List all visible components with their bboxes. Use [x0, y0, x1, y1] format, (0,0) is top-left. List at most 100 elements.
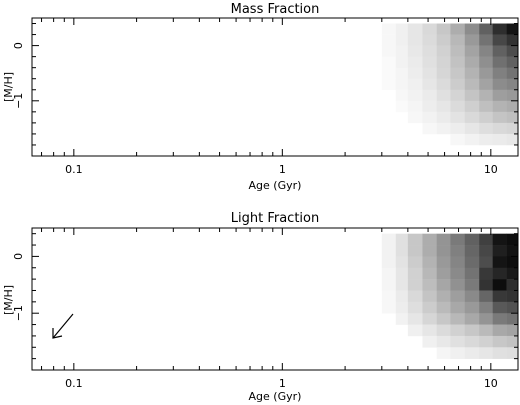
y-tick-label: −1 [12, 305, 25, 321]
heatmap-cell [506, 23, 519, 35]
heatmap-cell [407, 23, 423, 35]
heatmap-cell [436, 122, 451, 135]
heatmap-cell [506, 133, 519, 146]
heatmap-cell [464, 347, 480, 359]
heatmap-cell [492, 78, 507, 91]
heatmap-cell [407, 245, 423, 257]
heatmap-cell [407, 233, 423, 246]
heatmap-cell [407, 267, 423, 280]
heatmap-cell [381, 56, 397, 68]
heatmap-cell [506, 324, 519, 337]
heatmap-cell [436, 324, 451, 337]
heatmap-cell [479, 233, 493, 246]
heatmap-cell [479, 290, 493, 303]
heatmap-cell [422, 256, 437, 269]
heatmap-cell [395, 67, 409, 80]
heatmap-cell [492, 111, 507, 124]
heatmap-cell [464, 78, 480, 91]
light-fraction-heatmap [381, 233, 519, 359]
heatmap-cell [450, 267, 466, 280]
heatmap-cell [450, 100, 466, 113]
heatmap-cell [436, 290, 451, 303]
x-tick-label: 10 [484, 377, 498, 390]
heatmap-cell [506, 111, 519, 124]
heatmap-cell [492, 290, 507, 303]
mass-fraction-y-axis-label: [M/H] [2, 72, 15, 102]
heatmap-cell [395, 245, 409, 257]
heatmap-cell [479, 324, 493, 337]
heatmap-cell [395, 313, 409, 325]
heatmap-cell [506, 267, 519, 280]
heatmap-cell [506, 56, 519, 68]
heatmap-cell [422, 267, 437, 280]
heatmap-cell [492, 256, 507, 269]
heatmap-cell [450, 279, 466, 291]
heatmap-cell [436, 23, 451, 35]
heatmap-cell [436, 335, 451, 348]
heatmap-cell [436, 45, 451, 57]
heatmap-cell [450, 347, 466, 359]
heatmap-cell [450, 301, 466, 314]
heatmap-cell [450, 34, 466, 46]
heatmap-cell [422, 89, 437, 102]
heatmap-cell [422, 78, 437, 91]
heatmap-cell [450, 233, 466, 246]
heatmap-cell [506, 335, 519, 348]
mass-fraction-x-ticks: 0.1 1 10 [41, 18, 498, 176]
heatmap-cell [422, 67, 437, 80]
heatmap-cell [479, 34, 493, 46]
x-tick-label: 1 [279, 377, 286, 390]
heatmap-cell [436, 100, 451, 113]
heatmap-cell [407, 45, 423, 57]
heatmap-cell [464, 256, 480, 269]
heatmap-cell [479, 313, 493, 325]
heatmap-cell [464, 122, 480, 135]
heatmap-cell [464, 290, 480, 303]
heatmap-cell [450, 89, 466, 102]
heatmap-cell [492, 56, 507, 68]
heatmap-cell [395, 89, 409, 102]
heatmap-cell [464, 111, 480, 124]
heatmap-cell [450, 111, 466, 124]
heatmap-cell [450, 78, 466, 91]
heatmap-cell [422, 111, 437, 124]
heatmap-cell [407, 111, 423, 124]
heatmap-cell [436, 56, 451, 68]
heatmap-cell [506, 78, 519, 91]
x-tick-label: 0.1 [65, 377, 83, 390]
x-tick-label: 10 [484, 163, 498, 176]
heatmap-cell [492, 133, 507, 146]
heatmap-cell [381, 23, 397, 35]
heatmap-cell [395, 45, 409, 57]
heatmap-cell [450, 256, 466, 269]
heatmap-cell [492, 279, 507, 291]
heatmap-cell [506, 347, 519, 359]
heatmap-cell [450, 122, 466, 135]
heatmap-cell [492, 267, 507, 280]
heatmap-cell [436, 313, 451, 325]
heatmap-cell [492, 45, 507, 57]
heatmap-cell [450, 335, 466, 348]
heatmap-cell [422, 301, 437, 314]
heatmap-cell [422, 56, 437, 68]
y-tick-label: 0 [12, 42, 25, 49]
heatmap-cell [506, 122, 519, 135]
mass-fraction-panel: 0.1 1 10 0 −1 Mass Fraction Age (Gyr) [M/H] [2, 2, 519, 192]
heatmap-cell [395, 34, 409, 46]
heatmap-cell [395, 78, 409, 91]
heatmap-cell [492, 347, 507, 359]
heatmap-cell [506, 34, 519, 46]
heatmap-cell [436, 34, 451, 46]
heatmap-cell [479, 89, 493, 102]
heatmap-cell [422, 245, 437, 257]
heatmap-cell [506, 89, 519, 102]
heatmap-cell [395, 267, 409, 280]
heatmap-cell [479, 133, 493, 146]
heatmap-cell [422, 324, 437, 337]
heatmap-cell [436, 256, 451, 269]
heatmap-cell [381, 34, 397, 46]
heatmap-cell [492, 245, 507, 257]
heatmap-cell [395, 23, 409, 35]
heatmap-cell [479, 122, 493, 135]
heatmap-cell [407, 89, 423, 102]
